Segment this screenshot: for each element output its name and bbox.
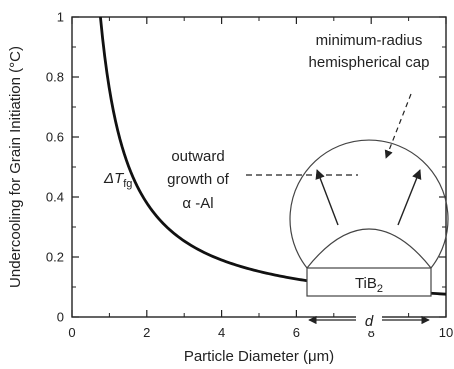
- x-tick-label: 6: [293, 325, 300, 340]
- growth-label-line2: growth of: [167, 171, 230, 188]
- y-axis-title: Undercooling for Grain Initiation (°C): [7, 46, 24, 288]
- cap-leader-arrow: [384, 93, 412, 159]
- curve-label: ΔTfg: [103, 170, 132, 190]
- x-tick-label: 0: [68, 325, 75, 340]
- x-tick-label: 4: [218, 325, 225, 340]
- y-tick-label: 1: [57, 10, 64, 25]
- y-tick-label: 0.8: [46, 70, 64, 85]
- growth-arrow-right: [397, 169, 422, 226]
- x-axis-ticks: 0 2 4 6 8 10: [68, 17, 453, 340]
- hemispherical-cap: [306, 228, 432, 269]
- curve-label-sub: fg: [123, 178, 132, 190]
- tib2-label-main: TiB: [355, 275, 377, 292]
- x-tick-label: 8: [368, 325, 375, 340]
- tib2-label-sub: 2: [377, 283, 383, 295]
- tib2-label: TiB2: [355, 275, 383, 295]
- growth-arrow-left: [315, 169, 339, 226]
- y-tick-label: 0.6: [46, 130, 64, 145]
- nucleation-schematic: TiB2 d: [246, 93, 449, 331]
- x-axis-title: Particle Diameter (μm): [184, 348, 334, 365]
- growth-label-line3: α -Al: [182, 195, 213, 212]
- x-tick-label: 10: [439, 325, 453, 340]
- y-tick-label: 0.2: [46, 250, 64, 265]
- dimension-label: d: [365, 313, 374, 330]
- cap-label-line1: minimum-radius: [316, 32, 423, 49]
- y-tick-label: 0.4: [46, 190, 64, 205]
- curve-label-main: ΔT: [103, 170, 125, 187]
- tib2-particle: [306, 267, 432, 297]
- x-tick-label: 2: [143, 325, 150, 340]
- outer-growth-circle: [289, 139, 449, 269]
- y-tick-label: 0: [57, 310, 64, 325]
- cap-label-line2: hemispherical cap: [309, 54, 430, 71]
- dimension-label-bg: [356, 309, 382, 331]
- growth-label-line1: outward: [171, 148, 224, 165]
